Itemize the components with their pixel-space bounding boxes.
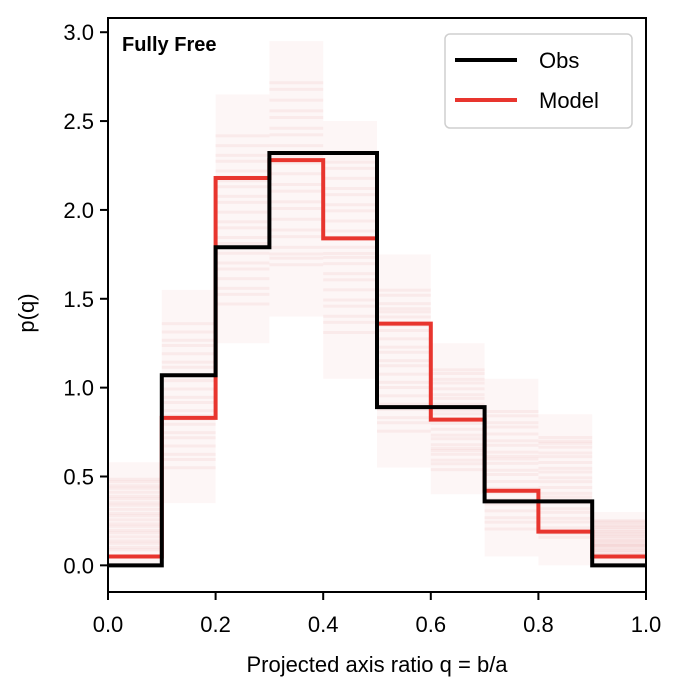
legend-box: [444, 33, 633, 129]
y-tick-label: 1.0: [63, 376, 94, 401]
axis-ticks: 0.0 0.2 0.4 0.6 0.8 1.0 0.0 0.5 1.0 1.5 2.0 2.5 3.0: [63, 20, 661, 637]
model-draw-band: [484, 378, 539, 557]
x-tick-label: 0.0: [93, 612, 124, 637]
model-draw-band: [538, 414, 593, 566]
x-tick-label: 0.6: [416, 612, 447, 637]
y-tick-label: 2.0: [63, 198, 94, 223]
model-draw-band: [215, 94, 270, 344]
y-tick-label: 0.0: [63, 553, 94, 578]
series-obs-line: [108, 151, 646, 568]
x-tick-label: 1.0: [631, 612, 662, 637]
model-draw-band: [377, 254, 431, 468]
x-tick-label: 0.2: [200, 612, 231, 637]
y-tick-label: 1.5: [63, 287, 94, 312]
legend-label-obs: Obs: [539, 48, 579, 73]
y-axis-label: p(q): [14, 293, 39, 332]
x-tick-label: 0.4: [308, 612, 339, 637]
model-draws-layer: [108, 41, 646, 566]
y-tick-label: 0.5: [63, 464, 94, 489]
legend: Obs Model: [444, 33, 633, 129]
x-axis-label: Projected axis ratio q = b/a: [246, 652, 508, 677]
model-draw-band: [323, 121, 377, 379]
model-draw-band: [161, 289, 216, 504]
model-draw-band: [108, 462, 162, 566]
panel-label: Fully Free: [122, 34, 216, 56]
y-tick-label: 2.5: [63, 109, 94, 134]
series-layer: [108, 151, 646, 568]
legend-label-model: Model: [539, 88, 599, 113]
plot-frame: [107, 17, 647, 593]
model-draw-band: [269, 41, 324, 317]
y-tick-label: 3.0: [63, 20, 94, 45]
x-tick-label: 0.8: [523, 612, 554, 637]
